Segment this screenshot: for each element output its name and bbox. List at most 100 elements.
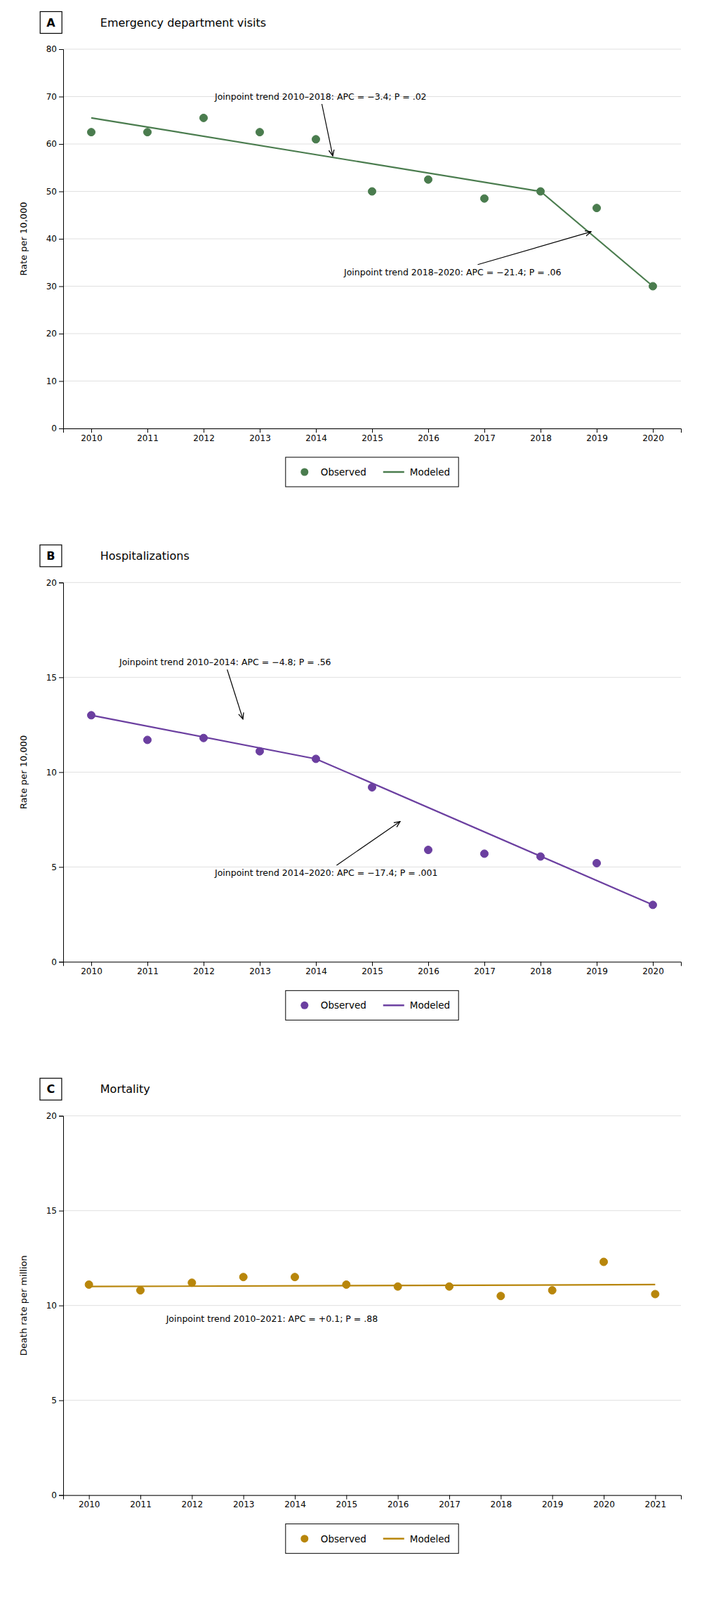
- x-tick: 2011: [136, 428, 159, 443]
- legend-label: Observed: [320, 466, 367, 478]
- panel-label-text: C: [47, 1081, 56, 1096]
- x-tick-label: 2010: [80, 965, 103, 976]
- grid-line: [63, 238, 681, 240]
- y-tick: 0: [51, 1489, 64, 1500]
- observed-point: [649, 282, 658, 290]
- x-tick-label: 2013: [233, 1498, 255, 1509]
- grid-line: [63, 676, 681, 678]
- x-tick: 2020: [642, 428, 665, 443]
- y-tick-label: 80: [46, 44, 57, 55]
- y-tick: 5: [51, 1394, 64, 1405]
- y-axis-title: Rate per 10,000: [18, 201, 29, 276]
- y-axis-title: Rate per 10,000: [18, 734, 29, 809]
- observed-point: [368, 187, 377, 196]
- annotation-text: Joinpoint trend 2014–2020: APC = −17.4; …: [214, 866, 438, 878]
- x-tick-label: 2012: [193, 965, 215, 976]
- annotation: Joinpoint trend 2010–2018: APC = −3.4; P…: [214, 91, 427, 156]
- x-tick-label: 2014: [305, 433, 328, 443]
- x-tick-mark: [203, 428, 205, 433]
- annotation-arrow: [336, 821, 401, 865]
- x-tick: 2016: [417, 961, 440, 976]
- legend-swatch: [383, 471, 405, 474]
- grid: [63, 49, 681, 429]
- legend-item: Modeled: [383, 466, 450, 478]
- annotation-text: Joinpoint trend 2018–2020: APC = −21.4; …: [343, 266, 562, 278]
- y-tick-mark: [58, 1210, 64, 1211]
- y-tick-mark: [58, 866, 64, 867]
- y-tick: 0: [51, 423, 64, 434]
- x-tick-label: 2015: [361, 965, 384, 976]
- observed-point: [651, 1289, 660, 1298]
- grid-line: [63, 1114, 681, 1116]
- panel-label: B: [40, 544, 62, 567]
- legend-item: Observed: [300, 466, 366, 478]
- y-tick: 0: [51, 956, 64, 967]
- x-tick-label: 2018: [530, 965, 552, 976]
- observed-point: [445, 1281, 454, 1290]
- x-tick-mark: [89, 1494, 90, 1499]
- y-tick-label: 0: [51, 1489, 57, 1500]
- x-tick: 2010: [80, 961, 103, 976]
- observed-point: [87, 128, 96, 137]
- x-tick: 2016: [387, 1494, 410, 1510]
- x-tick: 2017: [473, 428, 496, 443]
- x-tick: 2011: [129, 1494, 152, 1510]
- y-tick: 40: [46, 233, 64, 244]
- observed-point: [291, 1272, 300, 1281]
- x-tick-mark: [552, 1494, 554, 1499]
- observed-point: [136, 1286, 145, 1294]
- y-axis-line: [58, 49, 64, 429]
- y-tick: 20: [46, 577, 64, 588]
- y-tick-label: 15: [46, 672, 57, 683]
- x-tick-label: 2016: [417, 965, 440, 976]
- observed-point: [593, 204, 601, 213]
- y-tick-label: 20: [46, 1110, 57, 1121]
- x-tick: 2013: [233, 1494, 255, 1510]
- y-tick-mark: [58, 381, 64, 382]
- y-tick: 30: [46, 281, 64, 292]
- x-tick-mark: [346, 1494, 347, 1499]
- y-tick-label: 70: [46, 91, 57, 102]
- observed-point: [256, 746, 264, 755]
- x-tick-mark: [652, 961, 654, 966]
- panel-label: C: [40, 1077, 62, 1100]
- x-tick-mark: [596, 961, 598, 966]
- y-tick-mark: [58, 1115, 64, 1117]
- y-tick-label: 0: [51, 956, 57, 967]
- y-tick-mark: [58, 191, 64, 193]
- y-axis: 05101520: [46, 1110, 64, 1500]
- y-axis: 05101520: [46, 577, 64, 967]
- y-tick: 60: [46, 138, 64, 149]
- y-tick-mark: [58, 1399, 64, 1401]
- grid: [63, 581, 681, 962]
- modeled-line: [89, 1283, 656, 1287]
- grid-line: [63, 49, 681, 50]
- x-tick-label: 2013: [249, 965, 271, 976]
- y-tick-label: 20: [46, 577, 57, 588]
- y-tick: 80: [46, 44, 64, 55]
- x-tick: 2014: [305, 961, 328, 976]
- y-tick-mark: [58, 286, 64, 288]
- panel-label-text: A: [46, 16, 56, 30]
- x-tick: 2019: [541, 1494, 564, 1510]
- grid-line: [63, 1304, 681, 1306]
- x-tick: 2018: [530, 428, 552, 443]
- x-tick: 2018: [490, 1494, 513, 1510]
- plot-area: [87, 113, 658, 290]
- y-tick-mark: [58, 961, 64, 962]
- title: Hospitalizations: [100, 548, 190, 563]
- observed-point: [537, 187, 545, 196]
- y-tick-mark: [58, 1494, 64, 1496]
- x-tick: 2013: [249, 428, 271, 443]
- x-tick-mark: [596, 428, 598, 433]
- x-tick-mark: [372, 428, 373, 433]
- annotation-arrow: [321, 103, 333, 156]
- grid: [63, 1115, 681, 1495]
- panel-label: A: [40, 11, 62, 34]
- x-tick: 2017: [438, 1494, 461, 1510]
- annotation-arrow: [227, 669, 243, 719]
- legend-swatch: [300, 1001, 309, 1009]
- x-tick-label: 2016: [417, 433, 440, 443]
- observed-point: [424, 175, 433, 184]
- x-tick-label: 2018: [490, 1498, 513, 1509]
